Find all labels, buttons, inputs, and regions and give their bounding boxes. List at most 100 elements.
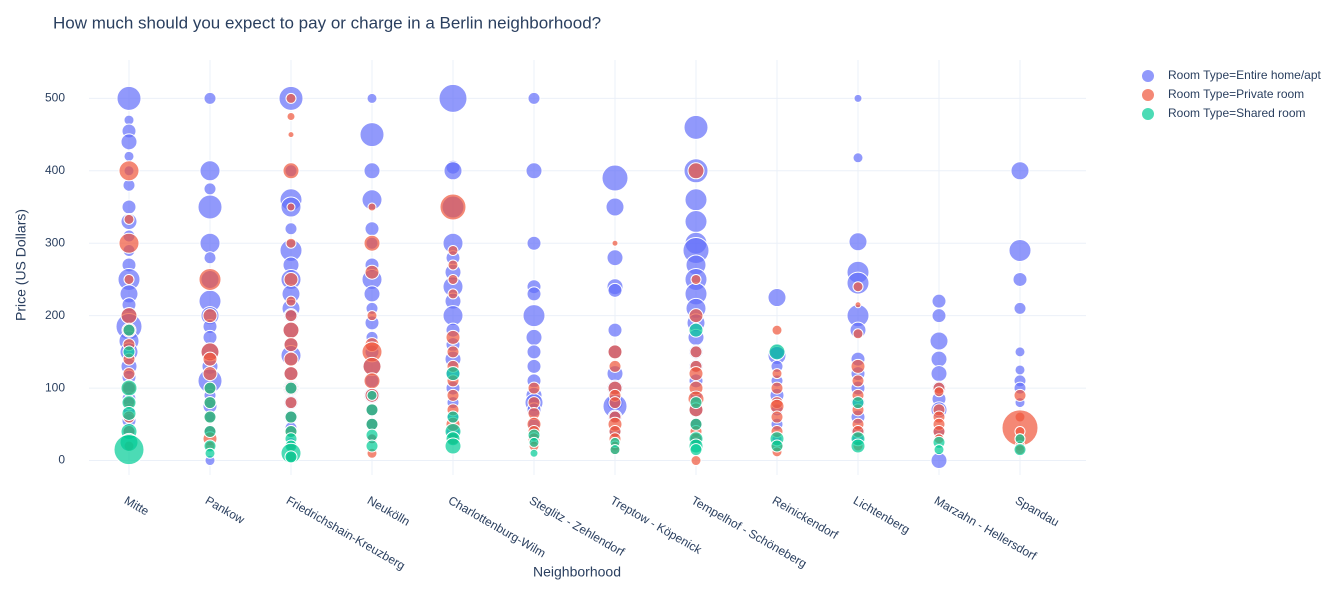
x-tick-label: Reinickendorf	[770, 493, 841, 542]
bubble	[1014, 433, 1026, 445]
bubble	[850, 438, 866, 454]
bubble	[197, 194, 223, 220]
bubble	[287, 131, 295, 139]
bubble	[118, 232, 140, 254]
bubble	[601, 164, 629, 192]
bubble	[684, 188, 708, 212]
bubble	[689, 396, 703, 410]
bubble	[284, 396, 298, 410]
bubble	[611, 239, 619, 247]
bubble	[203, 425, 217, 439]
bubble	[365, 417, 379, 431]
bubble	[123, 213, 135, 225]
bubble	[284, 410, 298, 424]
bubble	[852, 281, 864, 293]
bubble	[1013, 301, 1027, 315]
bubble	[688, 322, 704, 338]
bubble	[1014, 346, 1026, 358]
x-axis-label: Neighborhood	[533, 564, 621, 580]
bubble	[363, 372, 381, 390]
bubble	[203, 251, 217, 265]
bubble	[527, 396, 541, 410]
bubble	[1013, 443, 1027, 457]
bubble	[933, 444, 945, 456]
bubble	[120, 379, 138, 397]
bubble	[447, 273, 459, 285]
bubble	[283, 271, 299, 287]
bubble	[286, 202, 296, 212]
legend-label: Room Type=Entire home/apt	[1168, 68, 1322, 82]
bubble	[526, 235, 542, 251]
bubble	[282, 162, 300, 180]
bubble	[689, 345, 703, 359]
bubble	[199, 232, 221, 254]
bubble	[366, 310, 378, 322]
bubble	[284, 381, 298, 395]
bubble	[606, 249, 624, 267]
legend-marker	[1142, 89, 1154, 101]
bubble	[122, 345, 136, 359]
x-tick-label: Neukölln	[365, 493, 412, 528]
x-tick-label: Spandau	[1013, 493, 1062, 529]
bubble	[689, 417, 703, 431]
bubble	[285, 295, 297, 307]
bubble	[684, 210, 708, 234]
bubble	[284, 450, 298, 464]
y-tick-label: 300	[45, 235, 65, 249]
bubble	[1012, 271, 1028, 287]
bubble	[447, 259, 459, 271]
bubble	[118, 160, 140, 182]
bubble	[446, 410, 460, 424]
bubble	[284, 222, 298, 236]
bubble	[445, 366, 461, 382]
bubble	[199, 160, 221, 182]
bubble	[203, 91, 217, 105]
bubble	[284, 309, 298, 323]
bubble	[526, 286, 542, 302]
bubble	[439, 193, 467, 221]
bubble	[1013, 388, 1027, 402]
bubble	[689, 443, 703, 457]
bubble	[688, 308, 704, 324]
y-axis-label: Price (US Dollars)	[13, 209, 29, 321]
bubble	[283, 351, 299, 367]
y-tick-label: 200	[45, 308, 65, 322]
x-tick-label: Pankow	[203, 493, 247, 527]
bubble	[364, 221, 380, 237]
bubble	[688, 366, 704, 382]
bubble	[930, 350, 948, 368]
bubble	[687, 162, 705, 180]
x-tick-label: Mitte	[122, 493, 152, 518]
bubble	[852, 328, 864, 340]
bubble	[445, 329, 461, 345]
bubble	[770, 439, 784, 453]
bubble	[446, 345, 460, 359]
bubble	[283, 366, 299, 382]
bubble	[608, 396, 622, 410]
bubble	[853, 93, 863, 103]
bubble	[363, 285, 381, 303]
bubble	[609, 444, 621, 456]
legend-marker	[1142, 70, 1154, 82]
bubble	[202, 329, 218, 345]
bubble	[526, 344, 542, 360]
bubble	[854, 301, 862, 309]
bubble	[690, 273, 702, 285]
bubble	[283, 337, 299, 353]
bubble	[282, 321, 300, 339]
bubble	[770, 410, 784, 424]
bubble	[120, 133, 138, 151]
legend-marker	[1142, 108, 1154, 120]
bubble	[447, 288, 459, 300]
bubble	[446, 388, 460, 402]
bubble	[848, 232, 868, 252]
bubble	[203, 182, 217, 196]
bubble	[850, 358, 866, 374]
y-tick-label: 100	[45, 380, 65, 394]
bubble	[285, 237, 297, 249]
bubble	[116, 85, 142, 111]
bubble	[203, 410, 217, 424]
bubble	[1008, 238, 1032, 262]
bubble	[365, 439, 379, 453]
